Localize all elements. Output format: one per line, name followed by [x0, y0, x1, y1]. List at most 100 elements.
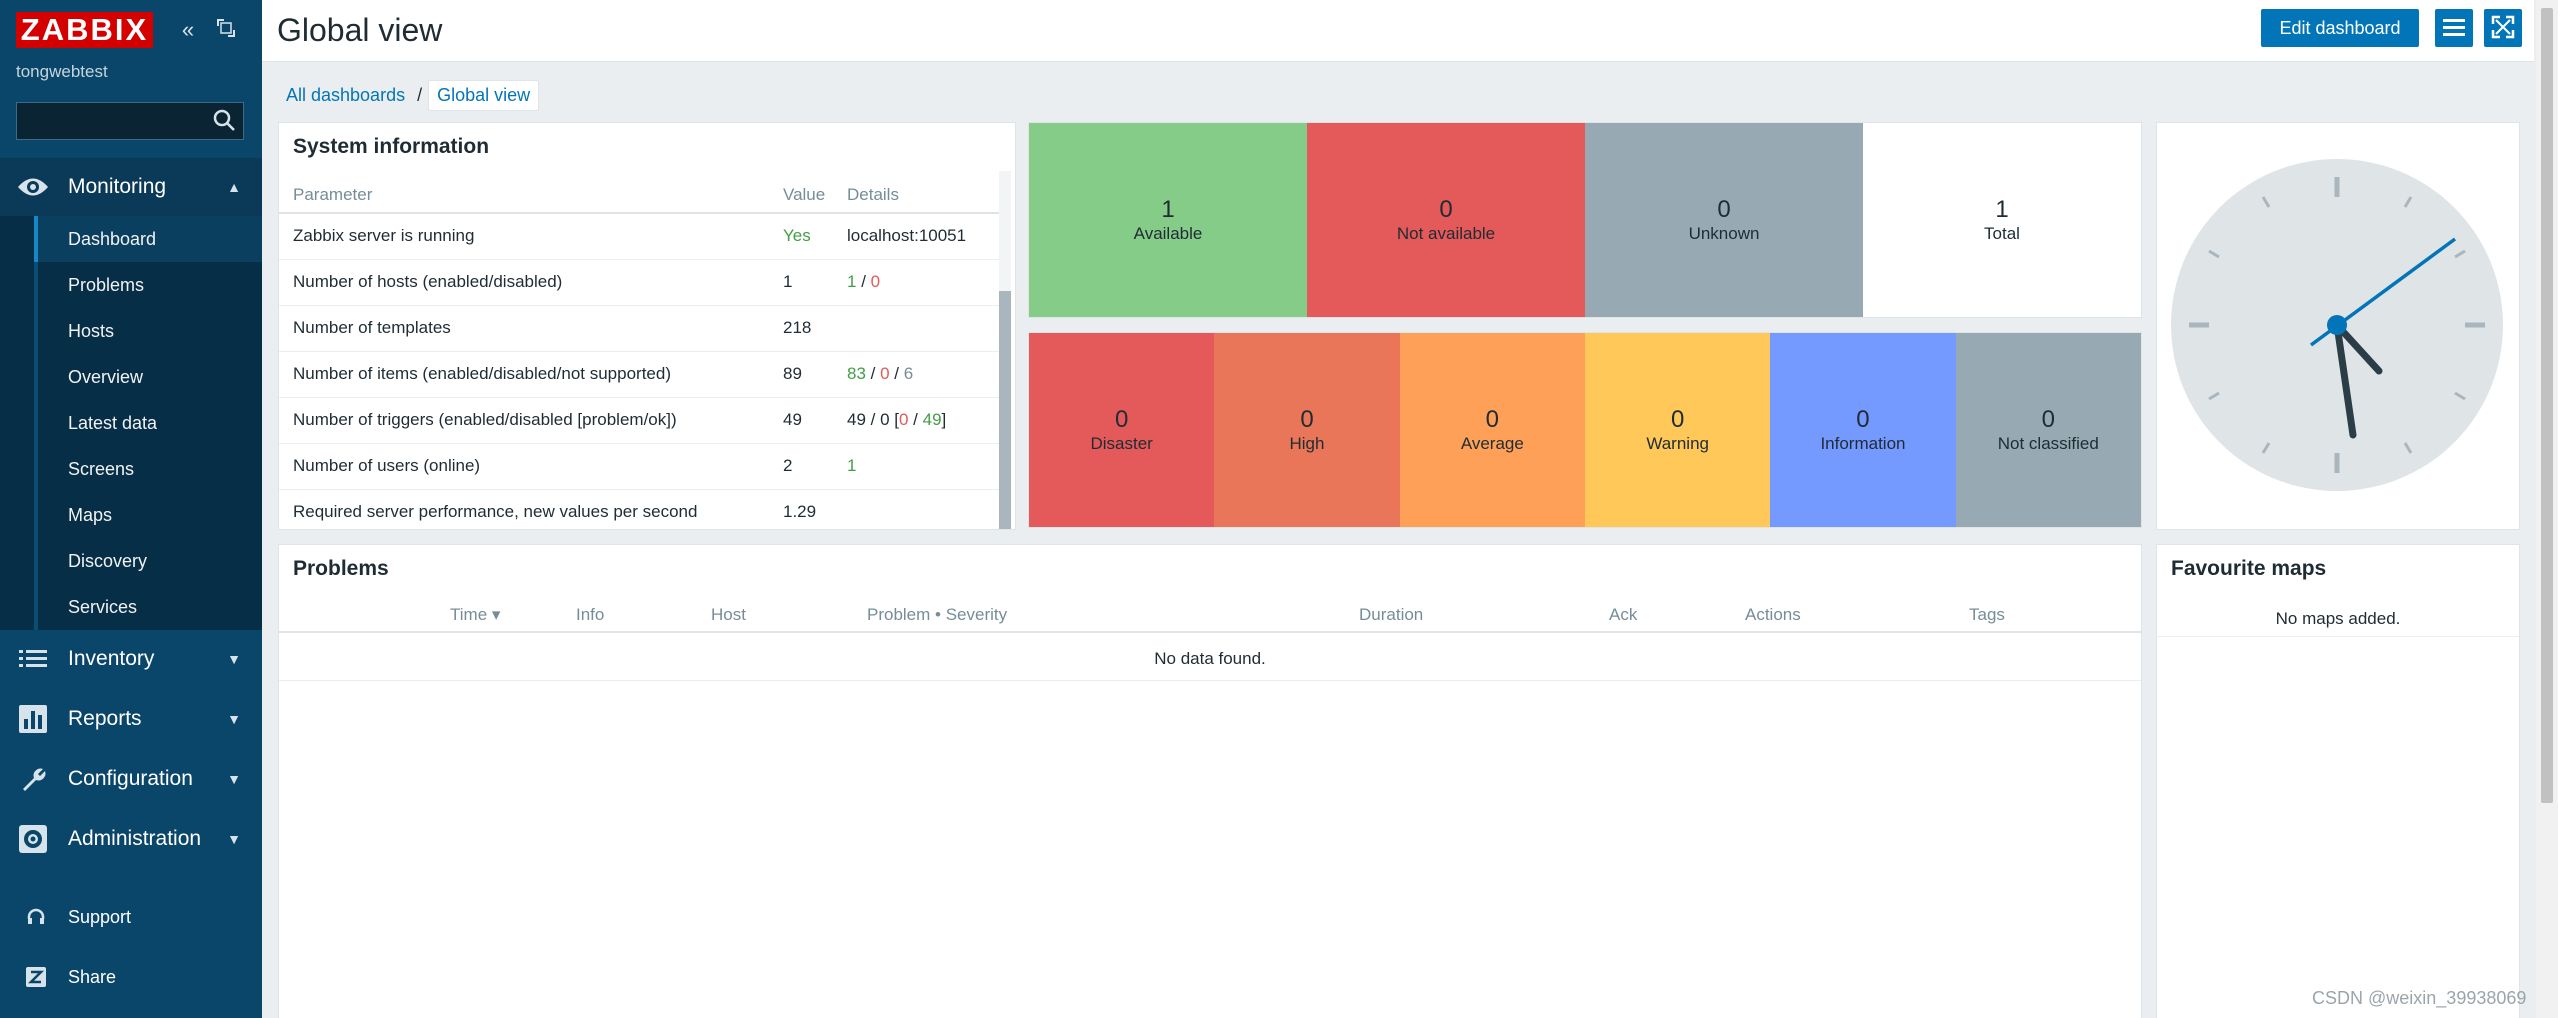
tile-not-available[interactable]: 0 Not available	[1307, 123, 1585, 317]
search-input[interactable]	[16, 102, 244, 140]
page-scrollbar-thumb[interactable]	[2541, 8, 2553, 803]
page-title: Global view	[277, 12, 443, 48]
menu-monitoring[interactable]: Monitoring ▲	[0, 158, 262, 216]
severity-warning[interactable]: 0 Warning	[1584, 333, 1771, 527]
fullscreen-button[interactable]	[2484, 9, 2522, 47]
edit-dashboard-button[interactable]: Edit dashboard	[2261, 9, 2419, 47]
table-row: Number of items (enabled/disabled/not su…	[279, 351, 1001, 398]
severity-not-classified[interactable]: 0 Not classified	[1955, 333, 2141, 527]
system-info-table: Parameter Value Details Zabbix server is…	[279, 177, 1001, 529]
sidebar-item-problems[interactable]: Problems	[68, 275, 145, 295]
sidebar-item-maps[interactable]: Maps	[68, 505, 113, 525]
sidebar-item-hosts[interactable]: Hosts	[68, 321, 115, 341]
severity-high[interactable]: 0 High	[1214, 333, 1400, 527]
menu-reports-label: Reports	[68, 707, 142, 730]
severity-label: Warning	[1646, 434, 1709, 453]
details-ok: 49	[922, 410, 942, 429]
severity-information[interactable]: 0 Information	[1770, 333, 1956, 527]
value-cell: 89	[769, 351, 833, 398]
column-time[interactable]: Time ▾	[450, 605, 501, 624]
severity-count: 0	[1670, 406, 1685, 433]
tile-label: Not available	[1396, 224, 1496, 243]
page-scrollbar[interactable]	[2536, 0, 2558, 1018]
no-data-message: No data found.	[279, 637, 2141, 681]
value-cell: 49	[769, 397, 833, 444]
sidebar-item-screens[interactable]: Screens	[68, 459, 135, 479]
value-cell: 1.29	[769, 489, 833, 529]
chevron-down-icon: ▼	[227, 831, 241, 847]
param-cell: Number of users (online)	[279, 443, 769, 490]
search-icon[interactable]	[212, 108, 236, 132]
column-duration: Duration	[1359, 605, 1424, 624]
system-information-widget: System information Parameter Value Detai…	[278, 122, 1016, 530]
widget-title: System information	[293, 135, 490, 158]
menu-reports[interactable]: Reports ▼	[0, 690, 262, 748]
zabbix-logo[interactable]: ZABBIX	[16, 12, 153, 48]
menu-inventory[interactable]: Inventory ▼	[0, 630, 262, 688]
list-icon	[16, 642, 50, 676]
param-cell: Number of items (enabled/disabled/not su…	[279, 351, 769, 398]
details-disabled: 0	[870, 272, 881, 291]
dashboard-menu-button[interactable]	[2435, 9, 2473, 47]
details-cell: 49 / 0 [0 / 49]	[833, 397, 1001, 444]
severity-count: 0	[2041, 406, 2055, 433]
server-name: tongwebtest	[16, 62, 108, 81]
severity-count: 0	[1485, 406, 1499, 433]
tile-available[interactable]: 1 Available	[1029, 123, 1307, 317]
table-row: Required server performance, new values …	[279, 489, 1001, 529]
details-prefix: 49 / 0 [	[847, 410, 899, 429]
column-ack: Ack	[1609, 605, 1638, 624]
severity-average[interactable]: 0 Average	[1399, 333, 1585, 527]
chevron-up-icon: ▲	[227, 179, 241, 195]
sidebar-item-dashboard[interactable]: Dashboard	[34, 216, 262, 262]
collapse-sidebar-icon[interactable]: «	[181, 17, 195, 42]
column-host[interactable]: Host	[711, 605, 746, 624]
tile-count: 0	[1717, 196, 1731, 223]
menu-administration[interactable]: Administration ▼	[0, 810, 262, 868]
severity-count: 0	[1856, 406, 1870, 433]
menu-support[interactable]: Support	[0, 892, 262, 942]
problems-widget: Problems Time ▾ Info Host Problem • Seve…	[278, 544, 2142, 1018]
clock-minute-hand	[2333, 321, 2357, 439]
widget-scrollbar[interactable]	[999, 171, 1011, 529]
no-maps-message: No maps added.	[2157, 601, 2519, 637]
table-row: Zabbix server is running Yes localhost:1…	[279, 213, 1001, 260]
tile-label: Unknown	[1688, 224, 1760, 243]
scrollbar-thumb[interactable]	[999, 291, 1011, 529]
column-tags: Tags	[1969, 605, 2005, 624]
sidebar-item-overview[interactable]: Overview	[68, 367, 144, 387]
table-row: Number of hosts (enabled/disabled) 1 1 /…	[279, 259, 1001, 306]
watermark: CSDN @weixin_39938069	[2312, 988, 2527, 1008]
details-online: 1	[847, 456, 857, 475]
severity-label: Disaster	[1090, 434, 1153, 453]
severity-count: 0	[1114, 406, 1129, 433]
column-header: Parameter	[279, 177, 769, 214]
details-cell	[833, 305, 1001, 352]
tile-count: 1	[1161, 196, 1175, 223]
sidebar-item-latest-data[interactable]: Latest data	[68, 413, 158, 433]
tile-total[interactable]: 1 Total	[1863, 123, 2141, 317]
column-info: Info	[576, 605, 605, 624]
value-cell: Yes	[769, 213, 833, 260]
hamburger-icon	[2443, 18, 2465, 36]
gear-icon	[16, 822, 50, 856]
param-cell: Number of triggers (enabled/disabled [pr…	[279, 397, 769, 444]
sidebar-item-services[interactable]: Services	[68, 597, 138, 617]
menu-support-label: Support	[68, 906, 132, 927]
param-cell: Number of hosts (enabled/disabled)	[279, 259, 769, 306]
column-problem-severity[interactable]: Problem • Severity	[867, 605, 1008, 624]
sidebar-item-discovery[interactable]: Discovery	[68, 551, 148, 571]
tile-unknown[interactable]: 0 Unknown	[1585, 123, 1863, 317]
severity-label: High	[1289, 434, 1325, 453]
param-cell: Required server performance, new values …	[279, 489, 769, 529]
severity-disaster[interactable]: 0 Disaster	[1029, 333, 1215, 527]
breadcrumb-current[interactable]: Global view	[428, 79, 540, 111]
tile-label: Total	[1984, 224, 2020, 243]
kiosk-mode-icon[interactable]	[214, 18, 238, 42]
breadcrumb-all-dashboards[interactable]: All dashboards	[286, 84, 406, 105]
tile-count: 0	[1439, 196, 1453, 223]
menu-configuration[interactable]: Configuration ▼	[0, 750, 262, 808]
severity-label: Information	[1820, 434, 1906, 453]
submenu-rail	[34, 216, 38, 630]
menu-share[interactable]: Share	[0, 952, 262, 1002]
